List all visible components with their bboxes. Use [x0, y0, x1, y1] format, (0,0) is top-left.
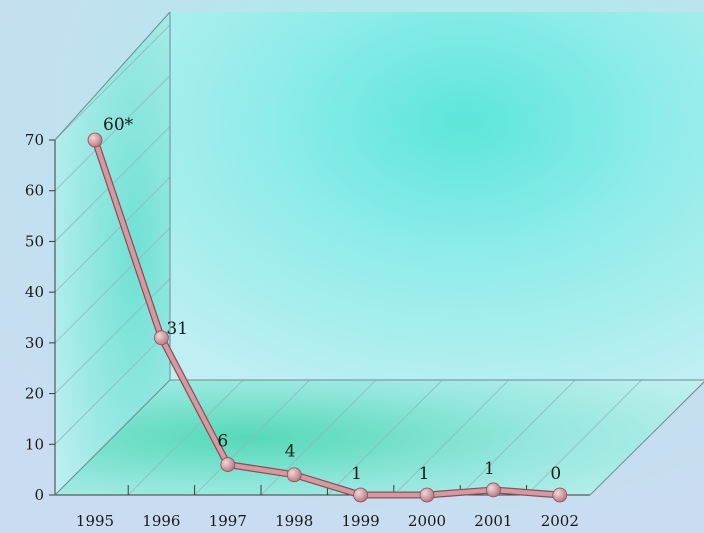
- back-wall: [170, 12, 704, 380]
- data-point-marker: [286, 467, 302, 483]
- floor-plane: [55, 380, 704, 495]
- series-line-path: [92, 137, 563, 498]
- x-tick-label: 1995: [76, 512, 114, 530]
- data-point-marker: [419, 487, 435, 503]
- x-tick-label: 1999: [342, 512, 380, 530]
- floor-side-edge: [54, 379, 171, 496]
- floor-gridline: [526, 379, 642, 496]
- data-label: 31: [166, 319, 188, 339]
- floor-gridline: [327, 379, 443, 496]
- data-point-marker: [87, 132, 103, 148]
- y-tick-label: 0: [34, 486, 44, 504]
- data-point-marker: [552, 487, 568, 503]
- data-point-marker: [153, 330, 169, 346]
- y-tick-label: 40: [25, 283, 44, 301]
- x-tick-label: 2002: [541, 512, 579, 530]
- series-line: [91, 136, 564, 499]
- y-tick-label: 60: [25, 182, 44, 200]
- data-point-marker: [353, 487, 369, 503]
- x-tick-label: 2000: [408, 512, 446, 530]
- side-top-edge: [54, 11, 171, 141]
- series-markers: [87, 132, 568, 503]
- x-tick-labels: 1995 1996 1997 1998 1999 2000 2001 2002: [76, 485, 579, 530]
- data-label: 0: [550, 464, 561, 484]
- data-point-marker: [485, 482, 501, 498]
- x-tick-label: 2001: [474, 512, 512, 530]
- data-point-marker: [220, 457, 236, 472]
- data-label: 6: [217, 432, 228, 452]
- y-tick-label: 20: [25, 385, 44, 403]
- grid-lines: [54, 24, 642, 496]
- data-label: 4: [285, 442, 296, 462]
- x-tick-label: 1996: [142, 512, 180, 530]
- data-labels: 60* 31 6 4 1 1 1 0: [103, 115, 561, 484]
- floor-gridline: [393, 379, 510, 496]
- data-label: 1: [484, 459, 495, 479]
- y-tick-labels: 0 10 20 30 40 50 60 70: [25, 131, 55, 504]
- y-tick-label: 30: [25, 334, 44, 352]
- side-wall-gridline: [54, 329, 171, 445]
- floor-right-edge: [589, 381, 704, 496]
- side-wall-gridline: [54, 24, 171, 141]
- x-tick-label: 1998: [275, 512, 313, 530]
- floor-gridline: [459, 379, 576, 496]
- side-wall: [55, 12, 170, 495]
- plot-planes: [55, 12, 704, 495]
- axis-lines: [54, 11, 704, 496]
- floor-gridline: [194, 379, 310, 496]
- y-tick-label: 70: [25, 131, 44, 149]
- side-wall-gridline: [54, 75, 171, 191]
- data-label: 1: [351, 464, 362, 484]
- side-wall-gridline: [54, 176, 171, 293]
- data-label: 60*: [103, 115, 134, 135]
- side-wall-gridline: [54, 227, 171, 344]
- y-tick-label: 50: [25, 232, 44, 250]
- data-label: 1: [419, 464, 430, 484]
- y-tick-label: 10: [25, 435, 44, 453]
- floor-gridline: [127, 379, 244, 496]
- x-tick-label: 1997: [209, 512, 247, 530]
